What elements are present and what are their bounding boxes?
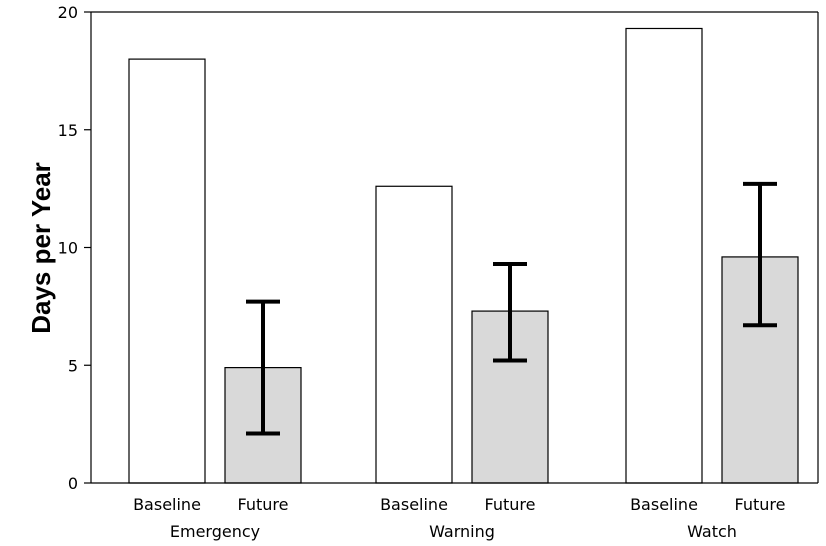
y-axis-title: Days per Year bbox=[26, 162, 56, 334]
x-tick-label-future: Future bbox=[485, 495, 536, 514]
bar-warning-baseline bbox=[375, 185, 453, 484]
group-label-warning: Warning bbox=[429, 522, 495, 541]
chart-marks bbox=[128, 27, 799, 484]
group-label-watch: Watch bbox=[687, 522, 737, 541]
group-label-emergency: Emergency bbox=[170, 522, 260, 541]
x-tick-label-future: Future bbox=[735, 495, 786, 514]
y-tick-label: 15 bbox=[58, 121, 78, 140]
y-tick-label: 5 bbox=[68, 356, 78, 375]
bar-emergency-baseline bbox=[128, 58, 206, 484]
bar-watch-baseline bbox=[625, 27, 703, 484]
x-tick-label-baseline: Baseline bbox=[380, 495, 448, 514]
y-axis-ticks: 0 5 10 15 20 bbox=[58, 3, 91, 493]
x-tick-label-future: Future bbox=[238, 495, 289, 514]
y-tick-label: 0 bbox=[68, 474, 78, 493]
x-tick-label-baseline: Baseline bbox=[630, 495, 698, 514]
x-axis-labels: Baseline Future Emergency Baseline Future War… bbox=[133, 495, 785, 541]
y-tick-label: 20 bbox=[58, 3, 78, 22]
x-tick-label-baseline: Baseline bbox=[133, 495, 201, 514]
y-tick-label: 10 bbox=[58, 239, 78, 258]
